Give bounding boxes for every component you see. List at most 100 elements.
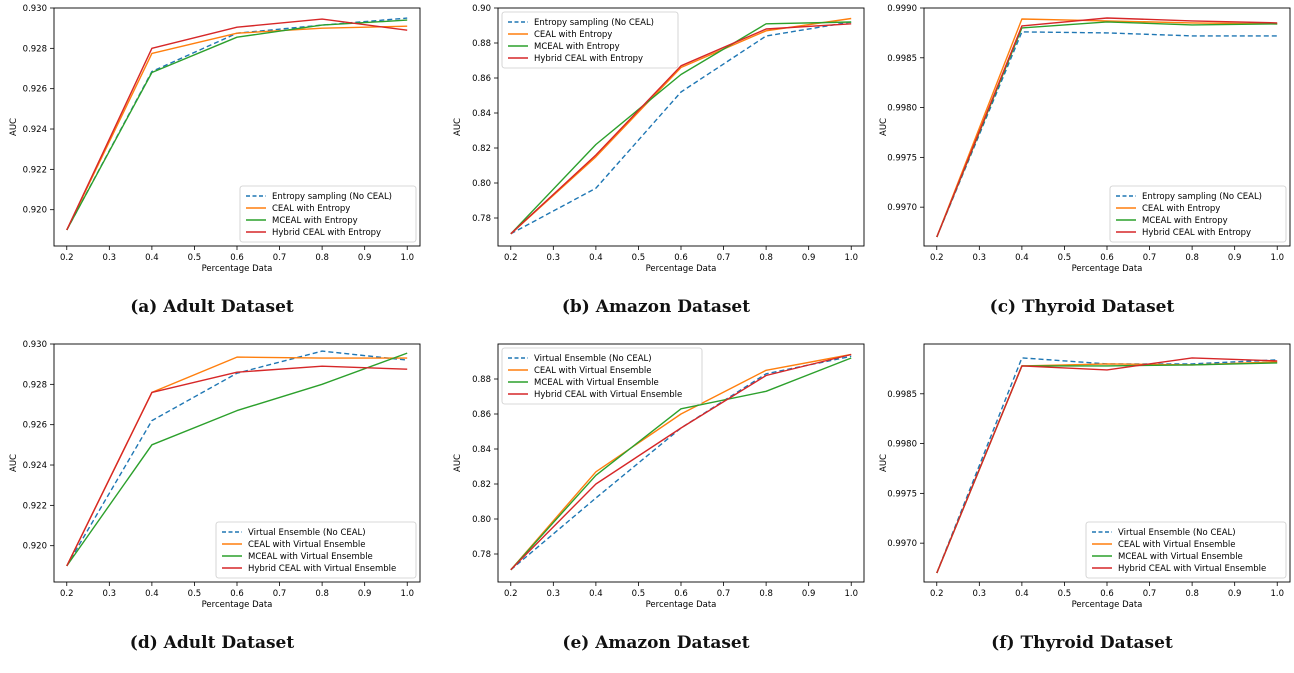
x-tick-label: 0.7 — [273, 589, 287, 599]
data-point — [406, 352, 408, 354]
data-point — [1021, 18, 1023, 20]
data-point — [1276, 22, 1278, 24]
legend-label: MCEAL with Virtual Ensemble — [1118, 552, 1243, 562]
x-tick-label: 0.8 — [315, 253, 329, 263]
chart-f-svg: 0.2 0.3 0.4 0.5 0.6 0.7 0.8 0.9 1.0 0.9970 0.9975 0… — [879, 343, 1291, 610]
y-tick-label: 0.922 — [23, 165, 47, 175]
legend-label: CEAL with Virtual Ensemble — [534, 366, 651, 376]
data-point — [936, 236, 938, 238]
x-tick-label: 0.5 — [188, 589, 202, 599]
y-tick-label: 0.930 — [23, 340, 47, 350]
data-point — [1106, 365, 1108, 367]
data-point — [151, 71, 153, 73]
legend-box — [215, 521, 417, 579]
legend: Virtual Ensemble (No CEAL) CEAL with Virt… — [1085, 521, 1287, 579]
series-line-2 — [66, 25, 408, 231]
x-tick-label: 0.6 — [230, 253, 244, 263]
data-point — [595, 474, 597, 476]
x-tick-label: 0.3 — [547, 253, 561, 263]
y-tick-label: 0.9985 — [887, 54, 917, 64]
data-point — [765, 28, 767, 30]
data-point — [236, 356, 238, 358]
x-tick-label: 0.2 — [504, 253, 518, 263]
y-tick-label: 0.928 — [23, 44, 47, 54]
data-point — [406, 19, 408, 21]
data-point — [1106, 369, 1108, 371]
data-point — [765, 23, 767, 25]
y-tick-label: 0.9970 — [887, 539, 917, 549]
data-point — [595, 143, 597, 145]
y-axis-label: AUC — [9, 118, 19, 136]
data-point — [1191, 35, 1193, 37]
x-tick-label: 0.4 — [145, 253, 159, 263]
legend-label: MCEAL with Entropy — [1142, 216, 1228, 226]
y-tick-label: 0.922 — [23, 501, 47, 511]
data-point — [151, 47, 153, 49]
series-line-4 — [936, 357, 1278, 574]
data-point — [680, 413, 682, 415]
x-tick-label: 0.8 — [759, 589, 773, 599]
data-point — [1191, 357, 1193, 359]
legend-label: CEAL with Virtual Ensemble — [248, 540, 365, 550]
x-tick-label: 0.2 — [930, 253, 944, 263]
data-point — [1106, 17, 1108, 19]
x-tick-label: 0.3 — [103, 253, 117, 263]
x-tick-label: 0.2 — [60, 589, 74, 599]
legend: Virtual Ensemble (No CEAL) CEAL with Virt… — [215, 521, 417, 579]
data-point — [1191, 24, 1193, 26]
chart-panel-c: 0.2 0.3 0.4 0.5 0.6 0.7 0.8 0.9 1.0 0.9970 0.9975 0… — [872, 0, 1292, 336]
data-point — [595, 471, 597, 473]
data-point — [406, 368, 408, 370]
y-tick-label: 0.9975 — [887, 489, 917, 499]
chart-caption: (b) Amazon Dataset — [561, 297, 751, 317]
data-point — [321, 350, 323, 352]
y-axis-label: AUC — [879, 118, 889, 136]
x-axis-label: Percentage Data — [202, 264, 273, 274]
legend-label: Entropy sampling (No CEAL) — [534, 18, 654, 28]
x-tick-label: 0.6 — [1100, 589, 1114, 599]
x-tick-label: 0.4 — [1015, 589, 1029, 599]
data-point — [1021, 357, 1023, 359]
y-tick-label: 0.9975 — [887, 153, 917, 163]
data-point — [406, 29, 408, 31]
legend: Entropy sampling (No CEAL) CEAL with Entr… — [239, 185, 417, 243]
data-point — [321, 27, 323, 29]
series-line-3 — [510, 357, 852, 571]
x-tick-label: 0.8 — [315, 589, 329, 599]
x-tick-label: 0.4 — [589, 589, 603, 599]
data-point — [1191, 364, 1193, 366]
legend-label: MCEAL with Virtual Ensemble — [248, 552, 373, 562]
x-tick-label: 0.8 — [759, 253, 773, 263]
y-tick-label: 0.928 — [23, 380, 47, 390]
data-point — [406, 25, 408, 27]
chart-b-svg: 0.2 0.3 0.4 0.5 0.6 0.7 0.8 0.9 1.0 0.78 0.80 0.82 0… — [453, 4, 865, 274]
data-point — [680, 427, 682, 429]
x-tick-label: 0.6 — [674, 589, 688, 599]
data-point — [321, 24, 323, 26]
data-point — [595, 187, 597, 189]
y-tick-label: 0.80 — [472, 515, 491, 525]
x-tick-label: 0.2 — [930, 589, 944, 599]
data-point — [236, 32, 238, 34]
legend-label: Entropy sampling (No CEAL) — [1142, 192, 1262, 202]
data-point — [1106, 21, 1108, 23]
x-tick-label: 0.9 — [1228, 589, 1242, 599]
x-tick-label: 0.6 — [230, 589, 244, 599]
chart-caption: (f) Thyroid Dataset — [991, 633, 1173, 653]
x-tick-label: 1.0 — [400, 589, 414, 599]
y-tick-label: 0.9980 — [887, 104, 917, 114]
x-tick-label: 0.5 — [632, 253, 646, 263]
data-point — [406, 357, 408, 359]
x-tick-label: 0.9 — [802, 253, 816, 263]
chart-caption: (a) Adult Dataset — [130, 297, 294, 317]
x-tick-label: 1.0 — [1270, 589, 1284, 599]
y-tick-label: 0.80 — [472, 179, 491, 189]
data-point — [936, 572, 938, 574]
data-point — [1021, 365, 1023, 367]
chart-panel-e: 0.2 0.3 0.4 0.5 0.6 0.7 0.8 0.9 1.0 0.78 0.80 0.82 0… — [446, 336, 866, 672]
data-point — [1276, 360, 1278, 362]
data-point — [1276, 35, 1278, 37]
data-point — [680, 65, 682, 67]
data-point — [765, 374, 767, 376]
x-tick-label: 0.3 — [547, 589, 561, 599]
